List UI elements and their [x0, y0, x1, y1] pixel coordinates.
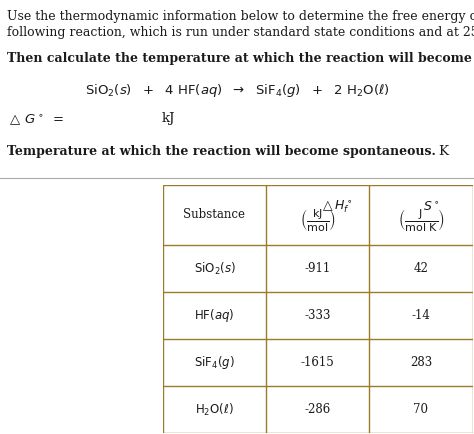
Text: $\mathrm{SiF_4}(g)$: $\mathrm{SiF_4}(g)$ [194, 354, 235, 371]
Text: -911: -911 [304, 262, 331, 275]
Text: $\mathrm{HF}(aq)$: $\mathrm{HF}(aq)$ [194, 307, 235, 324]
Text: -14: -14 [411, 309, 430, 322]
Text: $\left(\dfrac{\mathrm{kJ}}{\mathrm{mol}}\right)$: $\left(\dfrac{\mathrm{kJ}}{\mathrm{mol}}… [300, 207, 335, 233]
Text: Temperature at which the reaction will become spontaneous.: Temperature at which the reaction will b… [7, 145, 436, 158]
Text: $S^\circ$: $S^\circ$ [423, 201, 439, 214]
Text: -333: -333 [304, 309, 331, 322]
Text: K: K [438, 145, 448, 158]
Text: 70: 70 [413, 403, 428, 416]
Text: $\mathrm{SiO_2}(s)$: $\mathrm{SiO_2}(s)$ [193, 260, 236, 276]
Text: following reaction, which is run under standard state conditions and at 25°C .: following reaction, which is run under s… [7, 26, 474, 39]
Text: $\mathrm{SiO_2}(s)\ \ +\ \ 4\ \mathrm{HF}(aq)\ \ \rightarrow\ \ \mathrm{SiF_4}(g: $\mathrm{SiO_2}(s)\ \ +\ \ 4\ \mathrm{HF… [85, 82, 389, 99]
Text: Then calculate the temperature at which the reaction will become spontaneous.: Then calculate the temperature at which … [7, 52, 474, 65]
Text: Substance: Substance [183, 208, 246, 221]
Text: $\triangle\, G^\circ\ =$: $\triangle\, G^\circ\ =$ [7, 112, 64, 127]
Text: 42: 42 [413, 262, 428, 275]
Text: $\left(\dfrac{\mathrm{J}}{\mathrm{mol\ K}}\right)$: $\left(\dfrac{\mathrm{J}}{\mathrm{mol\ K… [398, 207, 444, 233]
Text: -286: -286 [304, 403, 331, 416]
Text: -1615: -1615 [301, 356, 334, 369]
Text: 283: 283 [410, 356, 432, 369]
Text: Use the thermodynamic information below to determine the free energy change for : Use the thermodynamic information below … [7, 10, 474, 23]
Text: $\mathrm{H_2O}(\ell)$: $\mathrm{H_2O}(\ell)$ [195, 401, 234, 418]
Text: kJ: kJ [162, 112, 175, 125]
Text: $\triangle H_f^\circ$: $\triangle H_f^\circ$ [319, 199, 352, 215]
